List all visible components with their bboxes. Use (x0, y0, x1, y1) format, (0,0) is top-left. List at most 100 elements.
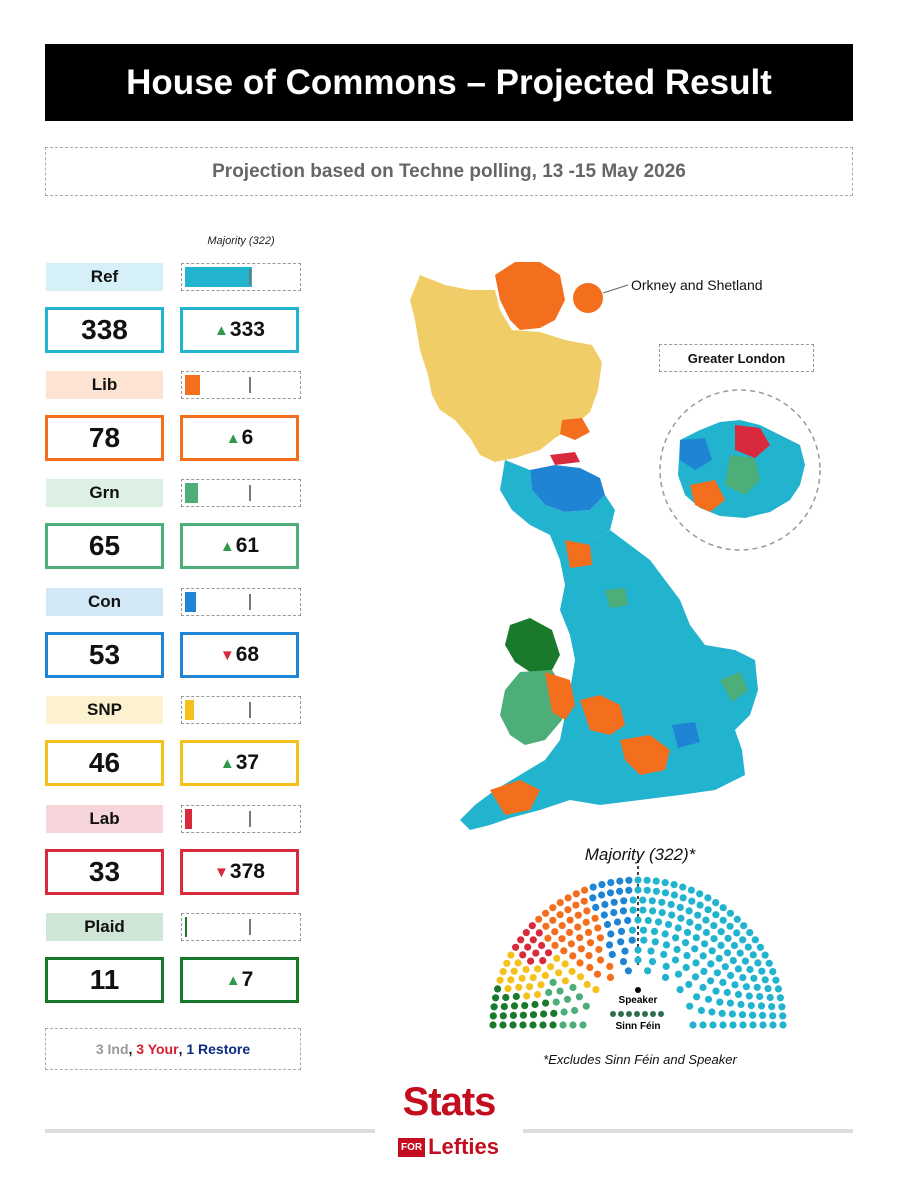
seat-dot (677, 914, 685, 922)
seat-dot (534, 965, 542, 973)
seat-dot (652, 877, 660, 885)
seat-dot (717, 928, 725, 936)
seat-dot (750, 974, 758, 982)
seat-dot (502, 993, 510, 1002)
seat-dot (544, 934, 552, 942)
seat-dot (719, 1021, 727, 1029)
seat-dot (674, 970, 683, 978)
seat-bar-track (181, 371, 301, 399)
seat-change: ▼ 68 (180, 632, 299, 678)
seat-dot (617, 938, 625, 946)
seat-dot (661, 973, 670, 981)
seat-dot (528, 922, 536, 930)
seat-dot (708, 947, 716, 955)
seat-dot (572, 901, 580, 909)
seat-dot (640, 936, 648, 944)
seat-dot (510, 1002, 519, 1010)
seat-dot (542, 922, 550, 930)
seat-dot (778, 1003, 786, 1011)
seat-dot (683, 952, 691, 960)
seat-dot (689, 1021, 697, 1029)
seat-dot (529, 974, 537, 982)
seat-dot (489, 1021, 497, 1029)
seat-dot (625, 886, 633, 894)
seat-dot (549, 978, 557, 986)
majority-marker (248, 377, 251, 393)
seat-dot (556, 911, 564, 919)
seat-change: ▼ 378 (180, 849, 299, 895)
seat-dot (749, 1021, 757, 1029)
seat-dot (644, 967, 652, 975)
map-london-small (672, 722, 700, 748)
seat-dot (619, 958, 628, 966)
seat-dot (676, 903, 684, 911)
seat-dot (693, 993, 701, 1001)
others-restore: 1 Restore (186, 1041, 251, 1057)
seat-dot (668, 911, 676, 919)
seat-dot (607, 879, 615, 887)
seat-dot (723, 988, 731, 997)
seat-dot (724, 934, 732, 942)
seat-bar-fill (185, 483, 198, 503)
seat-dot (569, 983, 577, 992)
seat-dot (538, 941, 546, 950)
page-title: House of Commons – Projected Result (45, 44, 853, 121)
seat-dot (531, 1000, 539, 1009)
greater-london-label: Greater London (659, 344, 814, 372)
seat-dot (694, 911, 702, 919)
seat-dot (510, 967, 518, 975)
seat-dot (542, 909, 550, 917)
seat-dot (519, 951, 527, 959)
seat-dot (707, 977, 715, 985)
seat-dot (527, 957, 535, 965)
seat-change-value: 378 (229, 860, 265, 883)
map-wales-lib (545, 672, 575, 720)
seat-dot (704, 894, 712, 902)
seat-dot (621, 947, 629, 955)
seat-dot (721, 963, 729, 971)
logo-lefties: Lefties (428, 1134, 500, 1159)
seat-dot (738, 1011, 747, 1019)
logo-divider-right (523, 1129, 853, 1133)
seat-dot (759, 1021, 767, 1029)
seat-dot (519, 1011, 527, 1019)
seat-dot (649, 907, 657, 915)
seat-change-value: 6 (241, 426, 254, 449)
map-scotland-lowlands (500, 460, 615, 545)
seat-dot (584, 928, 593, 936)
seat-dot (751, 936, 759, 944)
seat-bar-fill (185, 375, 201, 395)
seat-dot (574, 911, 582, 919)
seat-bar-track (181, 263, 301, 291)
london-inset-lib (690, 480, 725, 512)
seat-dot (672, 934, 680, 942)
orkney-shetland-label: Orkney and Shetland (631, 277, 763, 293)
seat-bar-fill (185, 267, 252, 287)
seat-bar-track (181, 588, 301, 616)
london-inset-grn (725, 455, 760, 495)
seat-dot (526, 983, 534, 991)
map-glasgow (550, 452, 580, 465)
seat-dot (524, 943, 532, 951)
map-scotland-highlands (495, 262, 565, 330)
seat-dot (661, 889, 670, 897)
seat-dot (589, 894, 597, 902)
majority-marker (248, 702, 251, 718)
seat-dot (574, 923, 582, 931)
seat-count: 11 (45, 957, 164, 1003)
seat-dot (674, 924, 682, 932)
seat-dot (563, 995, 572, 1003)
seat-dot (707, 960, 715, 968)
speaker-dot (635, 987, 641, 993)
seat-dot (566, 928, 574, 937)
seat-change-value: 333 (229, 318, 265, 341)
party-row-plaid: Plaid 11 ▲ 7 (45, 913, 301, 1013)
party-name: Grn (46, 479, 163, 507)
parliament-footnote: *Excludes Sinn Féin and Speaker (543, 1052, 737, 1067)
seat-dot (729, 1021, 737, 1029)
seat-dot (529, 1011, 538, 1019)
hemicycle-seats (489, 876, 787, 1029)
seat-dot (522, 929, 530, 937)
logo-stats: Stats (402, 1080, 497, 1124)
seat-dot (586, 963, 594, 972)
